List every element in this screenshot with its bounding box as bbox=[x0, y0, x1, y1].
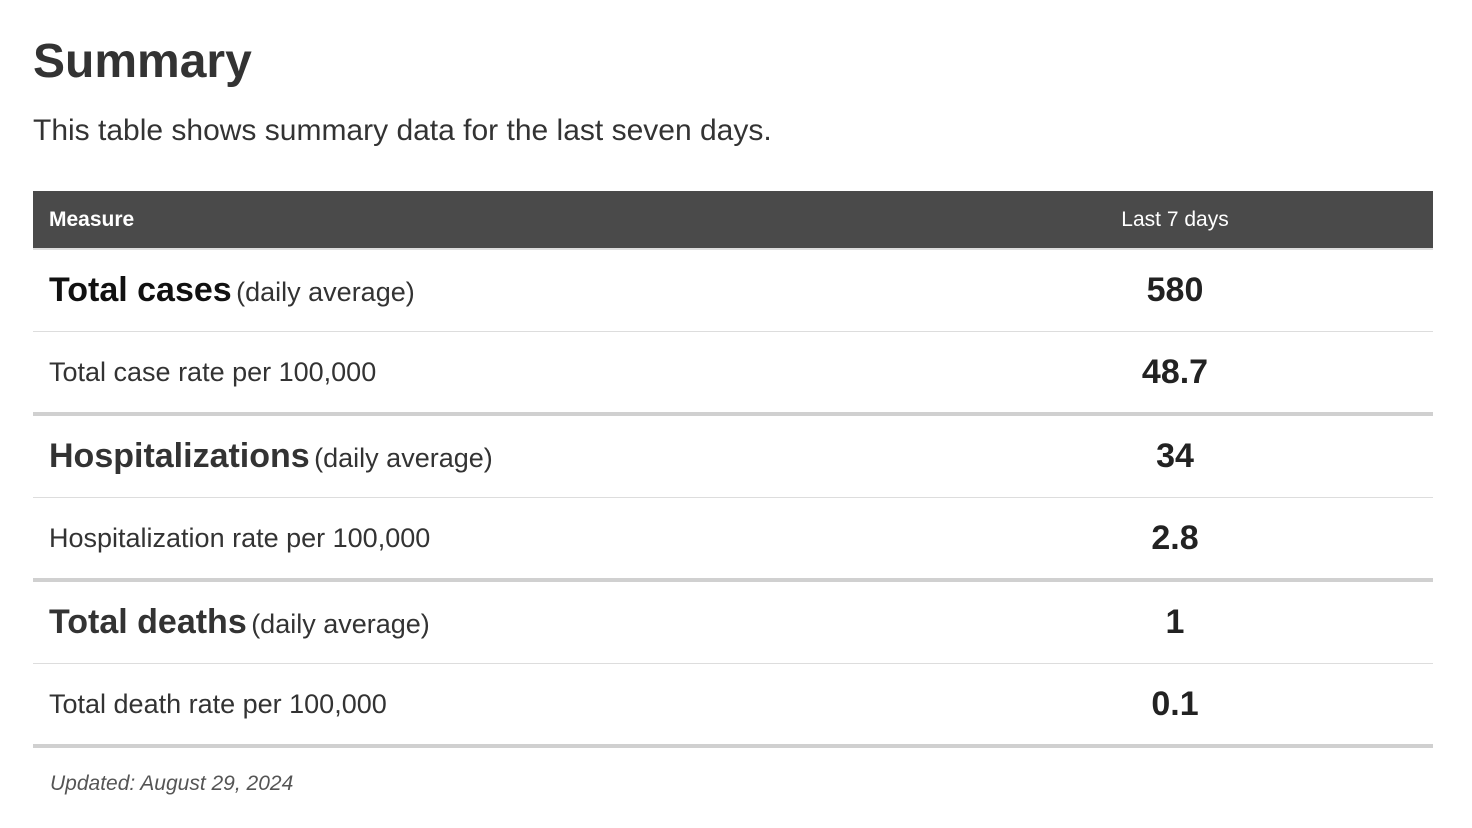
measure-qualifier: (daily average) bbox=[314, 443, 493, 473]
value-cell: 48.7 bbox=[917, 353, 1433, 392]
measure-value: 1 bbox=[1165, 603, 1185, 641]
table-row: Hospitalization rate per 100,000 2.8 bbox=[33, 498, 1433, 582]
column-header: Measure bbox=[49, 207, 135, 231]
table-row: Total case rate per 100,000 48.7 bbox=[33, 332, 1433, 416]
rate-label: Total death rate per 100,000 bbox=[49, 688, 387, 719]
table-header: Measure Last 7 days bbox=[33, 191, 1433, 250]
measure-cell: Total cases (daily average) bbox=[33, 271, 917, 310]
rate-label: Total case rate per 100,000 bbox=[49, 356, 377, 387]
measure-value: 34 bbox=[1156, 437, 1194, 475]
rate-value: 2.8 bbox=[1151, 518, 1199, 557]
rate-label: Hospitalization rate per 100,000 bbox=[49, 522, 431, 553]
table-row: Hospitalizations (daily average) 34 bbox=[33, 416, 1433, 498]
table-body: Total cases (daily average) 580 Total case… bbox=[33, 250, 1433, 748]
value-cell: 0.1 bbox=[917, 685, 1433, 724]
rate-value: 48.7 bbox=[1141, 352, 1209, 391]
measure-label: Total deaths bbox=[49, 603, 247, 641]
table-row: Total death rate per 100,000 0.1 bbox=[33, 664, 1433, 748]
measure-label: Hospitalizations bbox=[49, 437, 310, 475]
measure-value: 580 bbox=[1146, 271, 1204, 309]
description: This table shows summary data for the la… bbox=[33, 114, 772, 147]
measure-label: Total cases bbox=[49, 271, 232, 309]
title: Summary bbox=[33, 35, 252, 88]
table-row: Total deaths (daily average) 1 bbox=[33, 582, 1433, 664]
value-cell: 1 bbox=[917, 603, 1433, 642]
updated-note: Updated: August 29, 2024 bbox=[50, 772, 294, 795]
measure-cell: Hospitalizations (daily average) bbox=[33, 437, 917, 476]
measure-qualifier: (daily average) bbox=[236, 277, 415, 307]
column-header: Last 7 days bbox=[1121, 207, 1229, 231]
value-cell: 580 bbox=[917, 271, 1433, 310]
rate-value: 0.1 bbox=[1151, 684, 1199, 723]
value-cell: 2.8 bbox=[917, 519, 1433, 558]
value-cell: 34 bbox=[917, 437, 1433, 476]
summary-table: Measure Last 7 days Total cases (daily a… bbox=[33, 191, 1433, 748]
measure-cell: Total deaths (daily average) bbox=[33, 603, 917, 642]
measure-qualifier: (daily average) bbox=[251, 609, 430, 639]
table-row: Total cases (daily average) 580 bbox=[33, 250, 1433, 332]
